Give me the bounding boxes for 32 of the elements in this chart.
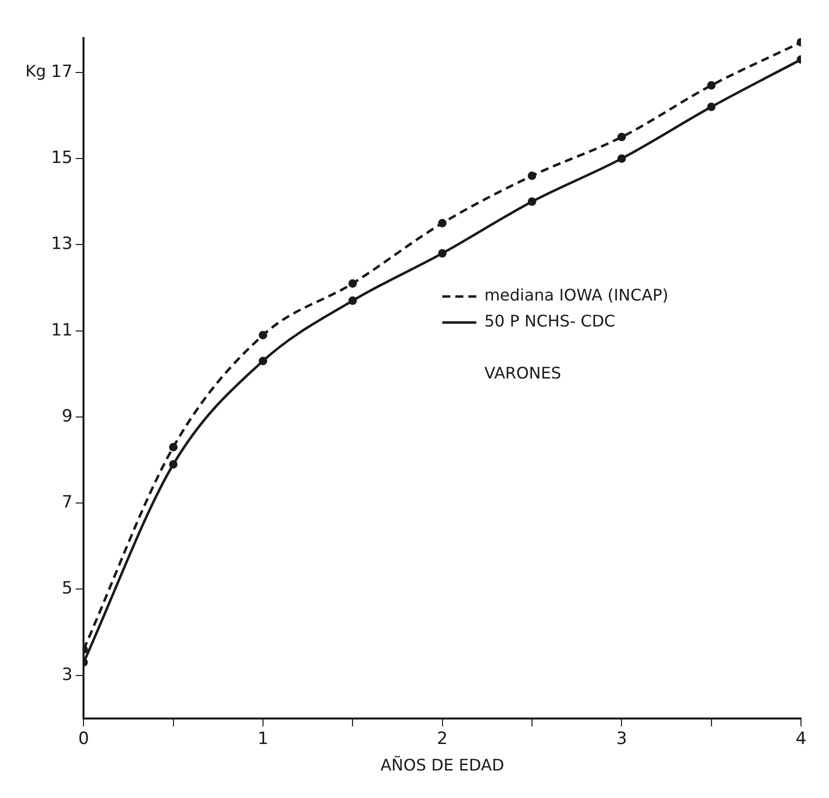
point bbox=[707, 81, 716, 90]
y-tick-label: 5 bbox=[62, 578, 73, 599]
point bbox=[258, 330, 268, 340]
y-tick-label: 17 bbox=[50, 62, 73, 82]
point bbox=[528, 172, 536, 180]
point bbox=[348, 279, 357, 288]
y-axis-title: Kg bbox=[25, 62, 46, 81]
point bbox=[528, 197, 536, 206]
x-tick-label: 1 bbox=[258, 729, 268, 750]
point bbox=[169, 442, 178, 452]
point bbox=[617, 154, 626, 163]
legend-label: mediana IOWA (INCAP) bbox=[484, 286, 668, 305]
point bbox=[438, 218, 447, 228]
x-tick-label: 2 bbox=[436, 729, 448, 750]
point bbox=[438, 249, 447, 258]
y-tick-label: 9 bbox=[62, 406, 73, 426]
point bbox=[348, 296, 357, 305]
point bbox=[258, 356, 268, 366]
point bbox=[707, 102, 716, 112]
x-tick-label: 3 bbox=[616, 729, 628, 750]
y-tick-label: 13 bbox=[50, 234, 73, 254]
y-tick-label: 11 bbox=[50, 320, 73, 340]
point bbox=[169, 460, 178, 469]
y-tick-label: 15 bbox=[50, 148, 73, 168]
y-tick-label: 3 bbox=[62, 664, 73, 685]
x-axis-title: AÑOS DE EDAD bbox=[380, 756, 504, 775]
x-tick-label: 4 bbox=[796, 729, 806, 750]
y-tick-label: 7 bbox=[62, 492, 73, 513]
x-tick-label: 0 bbox=[78, 729, 90, 750]
legend-label: 50 P NCHS- CDC bbox=[484, 312, 616, 331]
annotation: VARONES bbox=[484, 364, 562, 383]
point bbox=[617, 132, 626, 142]
